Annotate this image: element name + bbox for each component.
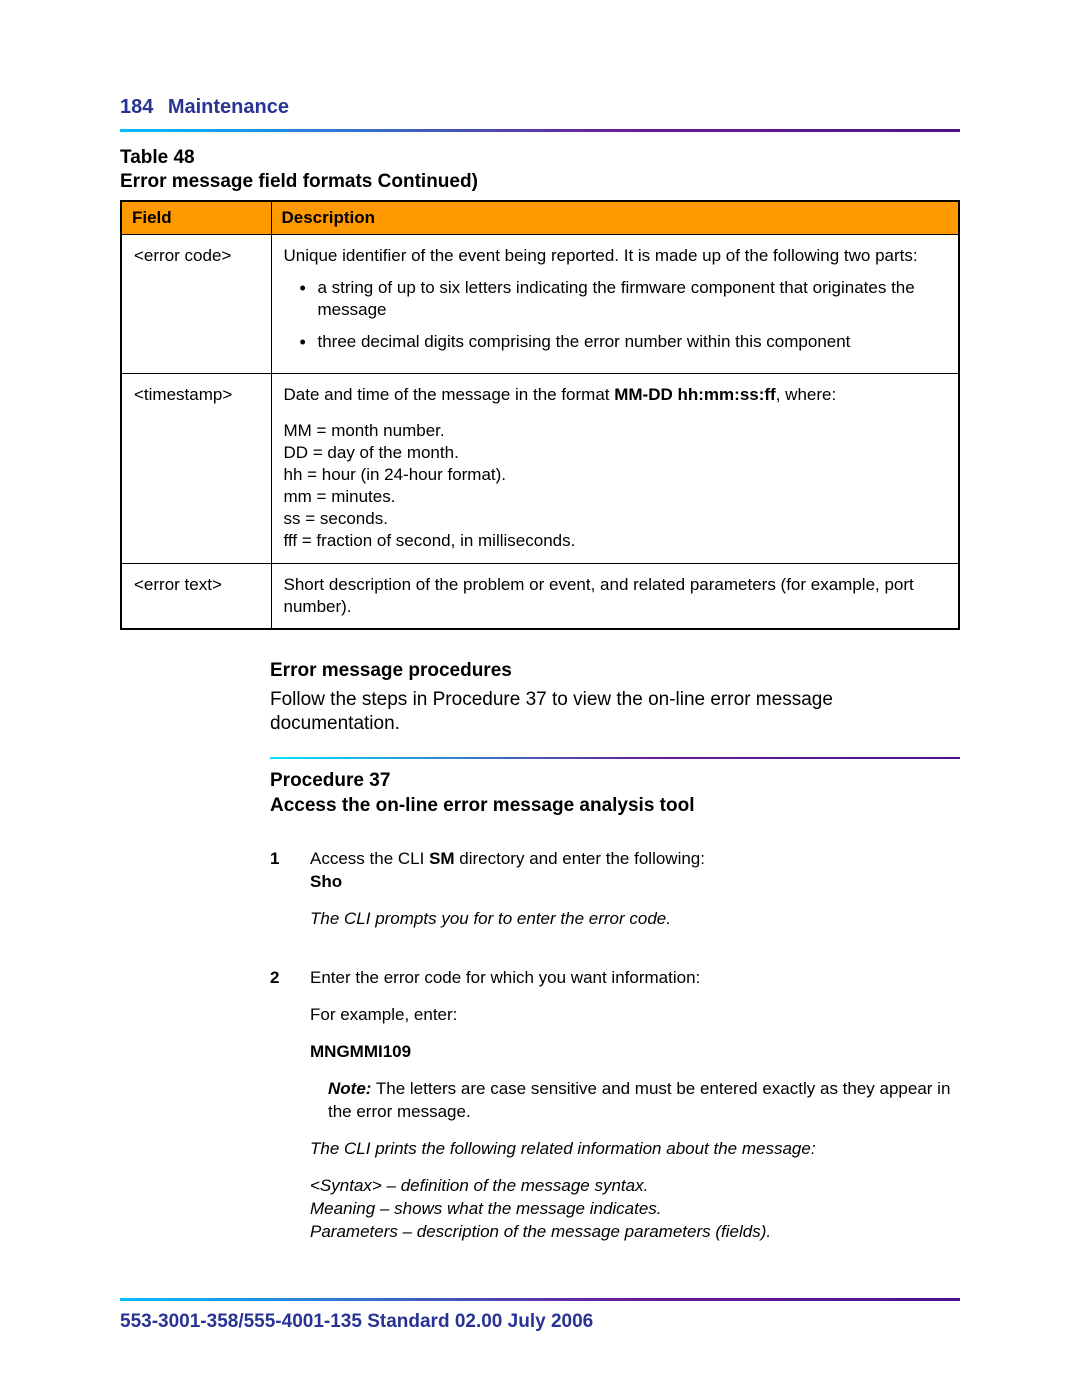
table-title: Error message field formats Continued) [120,171,478,192]
cell-field: <error text> [121,563,271,629]
ts-l3: DD = day of the month. [284,443,459,462]
table-caption: Table 48 Error message field formats Con… [120,146,960,194]
page-header: 184 Maintenance [120,96,960,119]
step1-cmd: Sho [310,872,342,891]
step1-c: directory and enter the following: [455,849,705,868]
step2-code: MNGMMI109 [310,1041,960,1064]
procedure-heading: Procedure 37 Access the on-line error me… [270,769,960,818]
step-body: Access the CLI SM directory and enter th… [310,848,705,945]
ts-l6: ss = seconds. [284,509,388,528]
ts-line1a: Date and time of the message in the form… [284,385,615,404]
procedure-title: Access the on-line error message analysi… [270,795,695,816]
procedures-heading: Error message procedures [270,660,960,682]
procedure-step: 1 Access the CLI SM directory and enter … [270,848,960,945]
ital4: Parameters – description of the message … [310,1222,771,1241]
col-header-description: Description [271,201,959,235]
table-number: Table 48 [120,147,195,168]
step-number: 2 [270,967,310,1257]
ts-line1c: , where: [776,385,836,404]
step2-t1: Enter the error code for which you want … [310,967,960,990]
content-body: Error message procedures Follow the step… [270,660,960,1258]
note-text: The letters are case sensitive and must … [328,1079,950,1121]
step2-i2: <Syntax> – definition of the message syn… [310,1175,960,1244]
footer-text: 553-3001-358/555-4001-135 Standard 02.00… [120,1311,960,1333]
section-title: Maintenance [168,96,289,118]
cell-field: <timestamp> [121,373,271,563]
step1-a: Access the CLI [310,849,429,868]
procedure-rule [270,757,960,759]
ts-l7: fff = fraction of second, in millisecond… [284,531,576,550]
step2-i1: The CLI prints the following related inf… [310,1138,960,1161]
ts-format: MM-DD hh:mm:ss:ff [614,385,775,404]
table-row: <error code> Unique identifier of the ev… [121,234,959,373]
procedure-step: 2 Enter the error code for which you wan… [270,967,960,1257]
cell-description: Date and time of the message in the form… [271,373,959,563]
cell-description: Unique identifier of the event being rep… [271,234,959,373]
table-row: <error text> Short description of the pr… [121,563,959,629]
table-row: <timestamp> Date and time of the message… [121,373,959,563]
desc-intro: Unique identifier of the event being rep… [284,246,918,265]
note-label: Note: [328,1079,371,1098]
step-body: Enter the error code for which you want … [310,967,960,1257]
list-item: three decimal digits comprising the erro… [300,331,947,353]
step-number: 1 [270,848,310,945]
ts-l5: mm = minutes. [284,487,396,506]
page-number: 184 [120,96,153,118]
step2-t2: For example, enter: [310,1004,960,1027]
ital3: Meaning – shows what the message indicat… [310,1199,662,1218]
step2-note: Note: The letters are case sensitive and… [328,1078,960,1124]
table-header-row: Field Description [121,201,959,235]
list-item: a string of up to six letters indicating… [300,277,947,321]
cell-description: Short description of the problem or even… [271,563,959,629]
footer-rule [120,1298,960,1301]
ts-l4: hh = hour (in 24-hour format). [284,465,507,484]
ts-l2: MM = month number. [284,421,445,440]
procedures-body: Follow the steps in Procedure 37 to view… [270,688,960,737]
header-rule [120,129,960,132]
step1-b: SM [429,849,455,868]
step1-italic: The CLI prompts you for to enter the err… [310,908,705,931]
field-format-table: Field Description <error code> Unique id… [120,200,960,630]
procedure-number: Procedure 37 [270,770,390,791]
bullet-list: a string of up to six letters indicating… [284,277,947,353]
cell-field: <error code> [121,234,271,373]
ital2: <Syntax> – definition of the message syn… [310,1176,648,1195]
document-page: 184 Maintenance Table 48 Error message f… [0,0,1080,1383]
col-header-field: Field [121,201,271,235]
